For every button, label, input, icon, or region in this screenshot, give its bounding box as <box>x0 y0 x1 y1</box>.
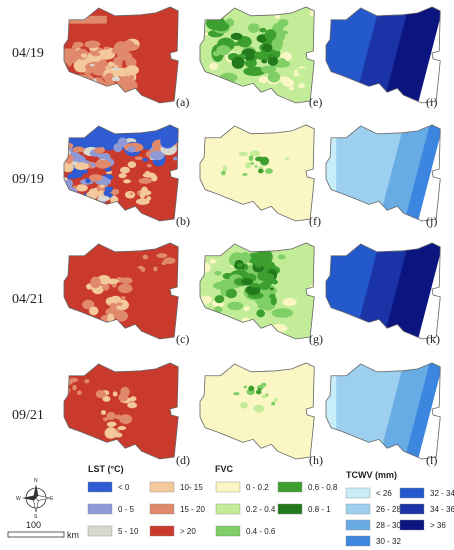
legend-tcwv-item: 28 - 30 <box>345 519 401 531</box>
panel-label-c: (c) <box>176 332 189 346</box>
legend-fvc-label: 0.4 - 0.6 <box>246 527 276 536</box>
legend-lst-swatch <box>87 481 113 493</box>
legend-fvc-swatch <box>277 481 303 493</box>
legend-fvc-label: 0.8 - 1 <box>308 505 331 514</box>
map-panel-l <box>325 362 441 460</box>
legend-tcwv-item: 34 - 36 <box>399 503 454 515</box>
scale-bar-unit: km <box>67 530 79 540</box>
legend-fvc-swatch <box>215 525 241 537</box>
legend-tcwv-swatch <box>345 519 371 531</box>
legend-lst-swatch <box>87 503 113 515</box>
map-panel-d <box>63 362 179 460</box>
legend-lst-label: 5 - 10 <box>118 527 139 536</box>
legend-fvc-item: 0.6 - 0.8 <box>277 481 338 493</box>
legend-lst-swatch <box>149 481 175 493</box>
legend-lst-item: 10- 15 <box>149 481 203 493</box>
legend-tcwv-swatch <box>399 503 425 515</box>
row-date-3: 04/21 <box>12 292 44 307</box>
legend-lst-swatch <box>149 525 175 537</box>
legend-tcwv-label: 30 - 32 <box>376 537 401 546</box>
legend-fvc-title: FVC <box>215 464 234 474</box>
legend-tcwv-swatch <box>345 487 371 499</box>
legend-fvc-item: 0.2 - 0.4 <box>215 503 276 515</box>
legend-tcwv-label: 26 - 28 <box>376 505 401 514</box>
legend-lst-label: 10- 15 <box>180 483 203 492</box>
panel-label-k: (k) <box>426 332 440 346</box>
legend-lst-item: 0 - 5 <box>87 503 135 515</box>
legend-fvc-label: 0.6 - 0.8 <box>308 483 338 492</box>
panel-label-g: (g) <box>309 332 323 346</box>
legend-tcwv: TCWV (mm) < 26 26 - 28 28 - 30 30 - 32 32 - … <box>345 470 454 547</box>
row-date-1: 04/19 <box>12 46 44 61</box>
map-panels <box>63 6 441 460</box>
panel-label-d: (d) <box>176 453 190 467</box>
legend-fvc-swatch <box>215 481 241 493</box>
legend-tcwv-label: > 36 <box>430 521 446 530</box>
legend-lst-label: < 0 <box>118 483 130 492</box>
legend-fvc: FVC 0 - 0.2 0.2 - 0.4 0.4 - 0.6 0.6 - 0.8 0.… <box>215 464 338 537</box>
legend-fvc-item: 0.8 - 1 <box>277 503 331 515</box>
map-panel-a <box>63 6 179 104</box>
row-date-4: 09/21 <box>12 408 44 423</box>
legend-tcwv-item: < 26 <box>345 487 392 499</box>
panel-label-h: (h) <box>309 453 323 467</box>
map-panel-j <box>325 124 441 222</box>
legend-lst-swatch <box>87 525 113 537</box>
legend-tcwv-swatch <box>399 487 425 499</box>
map-panel-c <box>63 242 179 340</box>
legend-tcwv-item: 26 - 28 <box>345 503 401 515</box>
panel-label-f: (f) <box>309 214 321 228</box>
compass-e-label: E <box>50 496 54 502</box>
compass-w-label: W <box>16 496 21 502</box>
legend-fvc-item: 0.4 - 0.6 <box>215 525 276 537</box>
map-panel-i <box>325 6 441 104</box>
legend-fvc-swatch <box>277 503 303 515</box>
legend-tcwv-label: 32 - 34 <box>430 489 454 498</box>
legend-lst-swatch <box>149 503 175 515</box>
legend-tcwv-label: < 26 <box>376 489 392 498</box>
compass-n-label: N <box>34 478 38 484</box>
panel-label-b: (b) <box>176 214 190 228</box>
legend-lst-item: 5 - 10 <box>87 525 139 537</box>
compass-s-label: S <box>34 514 38 520</box>
legend-lst-label: 0 - 5 <box>118 505 135 514</box>
panel-label-l: (l) <box>426 453 437 467</box>
legend-tcwv-label: 28 - 30 <box>376 521 401 530</box>
legend-lst-item: 15 - 20 <box>149 503 205 515</box>
legend-tcwv-swatch <box>345 503 371 515</box>
legend-tcwv-item: 32 - 34 <box>399 487 454 499</box>
legend-fvc-label: 0 - 0.2 <box>246 483 269 492</box>
row-date-2: 09/19 <box>12 172 44 187</box>
legend-fvc-item: 0 - 0.2 <box>215 481 269 493</box>
panel-label-e: (e) <box>309 95 322 109</box>
legend-tcwv-label: 34 - 36 <box>430 505 454 514</box>
legend-tcwv-swatch <box>399 519 425 531</box>
compass-rose-icon: N E S W <box>16 478 54 520</box>
legend-lst: LST (°C) < 0 0 - 5 5 - 10 10- 15 15 - 20 > 20 <box>87 464 205 537</box>
legend-fvc-label: 0.2 - 0.4 <box>246 505 276 514</box>
legend-tcwv-item: 30 - 32 <box>345 535 401 547</box>
map-panel-k <box>325 242 441 340</box>
legend-fvc-swatch <box>215 503 241 515</box>
map-panel-f <box>199 124 315 222</box>
legend-lst-label: > 20 <box>180 527 196 536</box>
panel-label-i: (i) <box>426 95 437 109</box>
legend-tcwv-swatch <box>345 535 371 547</box>
legend-tcwv-item: > 36 <box>399 519 446 531</box>
legend-lst-item: < 0 <box>87 481 130 493</box>
panel-label-a: (a) <box>176 95 189 109</box>
panel-label-j: (j) <box>426 214 437 228</box>
map-panel-g <box>199 242 315 340</box>
legend-lst-item: > 20 <box>149 525 196 537</box>
legend-lst-title: LST (°C) <box>88 464 124 474</box>
map-panel-e <box>199 6 315 104</box>
map-panel-h <box>199 362 315 460</box>
scale-bar-value: 100 <box>26 520 41 530</box>
map-panel-b <box>63 124 179 222</box>
legend-tcwv-title: TCWV (mm) <box>346 470 397 480</box>
scale-bar-rect <box>7 531 65 538</box>
legend-lst-label: 15 - 20 <box>180 505 205 514</box>
scale-bar: 100 km <box>7 520 79 540</box>
